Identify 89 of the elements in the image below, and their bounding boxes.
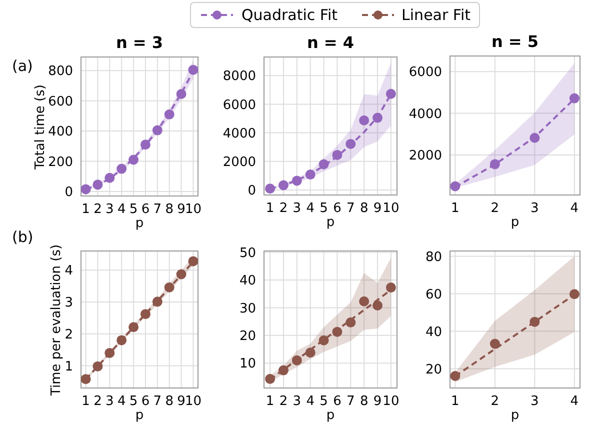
x-tick-label: 2 (279, 394, 288, 410)
y-axis-title: Time per evaluation (s) (48, 242, 65, 398)
y-tick-label: 2000 (408, 148, 442, 164)
x-tick-label: 3 (530, 201, 539, 216)
x-tick-label: 8 (165, 394, 174, 410)
x-tick-label: 6 (141, 202, 150, 218)
x-tick-label: 9 (177, 202, 186, 218)
x-tick-label: 1 (266, 201, 274, 216)
x-tick-label: 4 (117, 394, 126, 410)
x-tick-label: 7 (346, 201, 355, 216)
x-tick-label: 1 (82, 394, 90, 410)
x-tick-label: 1 (82, 202, 90, 218)
y-tick-label: 400 (48, 124, 73, 140)
y-tick-label: 80 (425, 250, 442, 265)
text: (a) (12, 57, 33, 75)
chart-title: n = 3 (114, 33, 164, 52)
x-tick-label: 8 (360, 394, 368, 410)
x-tick-label: 5 (129, 394, 138, 410)
text: (b) (12, 228, 34, 246)
x-tick-label: 4 (117, 202, 126, 218)
x-tick-label: 9 (373, 394, 382, 410)
y-tick-label: 20 (239, 329, 256, 344)
y-tick-label: 6000 (222, 98, 256, 113)
x-tick-label: 7 (346, 394, 355, 410)
x-tick-label: 2 (94, 202, 102, 218)
y-tick-label: 0 (64, 185, 73, 200)
chart-title: n = 5 (490, 32, 540, 51)
x-axis-title: p (134, 216, 145, 232)
y-tick-label: 4000 (408, 106, 442, 122)
legend-label: Linear Fit (402, 6, 471, 24)
y-tick-label: 4000 (222, 126, 256, 142)
y-tick-label: 60 (425, 287, 442, 302)
y-tick-label: 8000 (222, 69, 256, 84)
chart-title: n = 4 (306, 33, 356, 52)
x-tick-label: 8 (360, 201, 368, 216)
x-axis-title: p (325, 408, 336, 423)
x-axis-title: p (510, 215, 520, 231)
y-tick-label: 40 (425, 324, 442, 340)
x-tick-label: 2 (490, 394, 500, 410)
x-tick-label: 3 (106, 202, 114, 218)
y-tick-label: 3 (64, 296, 73, 311)
x-tick-label: 3 (292, 394, 302, 410)
x-tick-label: 1 (451, 201, 460, 216)
y-tick-label: 800 (48, 64, 73, 80)
x-tick-label: 5 (320, 394, 328, 410)
y-tick-label: 20 (425, 362, 442, 378)
x-tick-label: 9 (177, 394, 186, 410)
x-tick-label: 4 (570, 201, 579, 216)
x-axis-title: p (134, 408, 145, 423)
x-tick-label: 2 (94, 394, 102, 410)
x-tick-label: 10 (184, 202, 202, 218)
x-tick-label: 9 (373, 201, 382, 216)
x-tick-label: 10 (382, 201, 400, 216)
y-tick-label: 2000 (222, 155, 256, 170)
y-tick-label: 0 (248, 184, 256, 199)
x-tick-label: 7 (153, 202, 162, 218)
x-tick-label: 5 (320, 201, 328, 216)
y-tick-label: 4 (64, 264, 73, 279)
y-tick-label: 50 (239, 246, 256, 261)
legend-label: Quadratic Fit (241, 6, 338, 24)
x-tick-label: 4 (306, 394, 314, 410)
x-axis-title: p (510, 408, 520, 423)
y-tick-label: 40 (239, 274, 256, 289)
x-tick-label: 6 (333, 201, 342, 216)
x-tick-label: 1 (266, 394, 274, 410)
y-tick-label: 6000 (408, 65, 442, 80)
x-tick-label: 6 (141, 394, 150, 410)
x-tick-label: 3 (106, 394, 114, 410)
x-tick-label: 3 (292, 201, 302, 216)
y-axis-title: Total time (s) (32, 83, 48, 172)
y-tick-label: 30 (239, 301, 256, 316)
y-tick-label: 2 (64, 327, 73, 342)
y-tick-label: 200 (48, 154, 73, 170)
x-tick-label: 3 (530, 394, 539, 410)
y-tick-label: 10 (239, 356, 256, 372)
y-tick-label: 1 (64, 359, 73, 374)
x-tick-label: 2 (490, 201, 500, 216)
x-tick-label: 6 (333, 394, 342, 410)
x-tick-label: 2 (279, 201, 288, 216)
x-tick-label: 7 (153, 394, 162, 410)
x-axis-title: p (325, 215, 336, 231)
x-tick-label: 8 (165, 202, 174, 218)
x-tick-label: 4 (570, 394, 579, 410)
x-tick-label: 10 (382, 394, 400, 410)
y-tick-label: 600 (48, 94, 73, 110)
x-tick-label: 10 (184, 394, 202, 410)
x-tick-label: 1 (451, 394, 460, 410)
x-tick-label: 4 (306, 201, 314, 216)
x-tick-label: 5 (129, 202, 138, 218)
